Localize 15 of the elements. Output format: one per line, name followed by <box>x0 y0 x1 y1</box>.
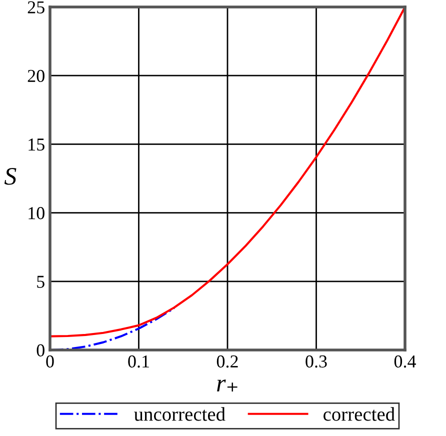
legend-label: uncorrected <box>134 407 226 421</box>
x-axis-title: r₊ <box>217 380 238 392</box>
y-tick-label: 0 <box>36 344 44 356</box>
legend-label: corrected <box>324 407 395 421</box>
y-tick-label: 5 <box>37 276 44 288</box>
y-tick-label: 10 <box>28 207 44 220</box>
x-tick-label: 0.1 <box>128 355 149 368</box>
y-axis-title: S <box>4 168 16 185</box>
x-tick-label: 0.3 <box>306 355 327 368</box>
y-tick-label: 15 <box>28 138 44 151</box>
x-tick-label: 0 <box>46 355 54 368</box>
y-tick-label: 20 <box>28 70 44 82</box>
y-tick-label: 25 <box>28 1 44 14</box>
x-tick-label: 0.2 <box>216 355 238 368</box>
x-tick-label: 0.4 <box>394 355 416 368</box>
